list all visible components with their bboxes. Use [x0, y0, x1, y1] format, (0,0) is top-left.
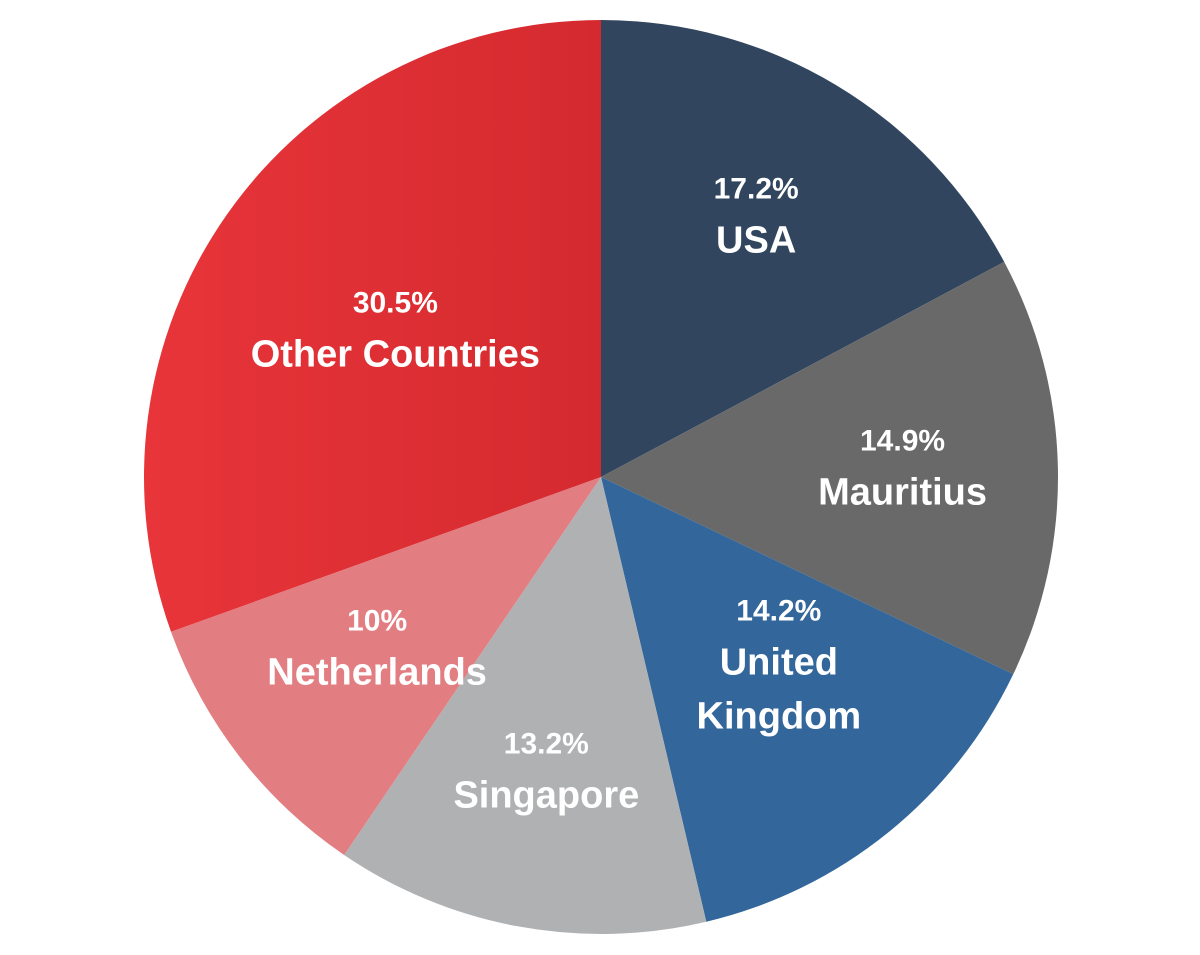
- slice-value-label-united-kingdom: 14.2%: [736, 595, 821, 628]
- slice-value-label-netherlands: 10%: [347, 605, 407, 638]
- slice-name-label-netherlands: Netherlands: [267, 652, 487, 694]
- pie-slice-singapore: [344, 477, 707, 934]
- pie-slices: [143, 20, 1059, 934]
- slice-name-label-united-kingdom-line-2: Kingdom: [697, 696, 862, 738]
- slice-name-label-singapore: Singapore: [453, 775, 639, 817]
- slice-value-label-mauritius: 14.9%: [860, 424, 945, 457]
- pie-slice-other-countries: [143, 20, 601, 632]
- slice-name-label-mauritius: Mauritius: [818, 471, 987, 513]
- pie-labels: 17.2% USA 14.9% Mauritius 14.2% United Kingdom…: [251, 172, 987, 816]
- pie-slice-mauritius: [601, 261, 1059, 675]
- pie-slice-usa: [601, 20, 1005, 477]
- pie-slice-netherlands: [171, 477, 601, 855]
- slice-name-label-united-kingdom-line-1: United: [720, 642, 838, 684]
- slice-value-label-singapore: 13.2%: [504, 728, 589, 761]
- slice-value-label-other-countries: 30.5%: [353, 286, 438, 319]
- slice-value-label-usa: 17.2%: [714, 172, 799, 205]
- slice-name-label-other-countries: Other Countries: [251, 333, 540, 375]
- slice-name-label-usa: USA: [716, 219, 796, 261]
- pie-slice-united-kingdom: [601, 477, 1014, 922]
